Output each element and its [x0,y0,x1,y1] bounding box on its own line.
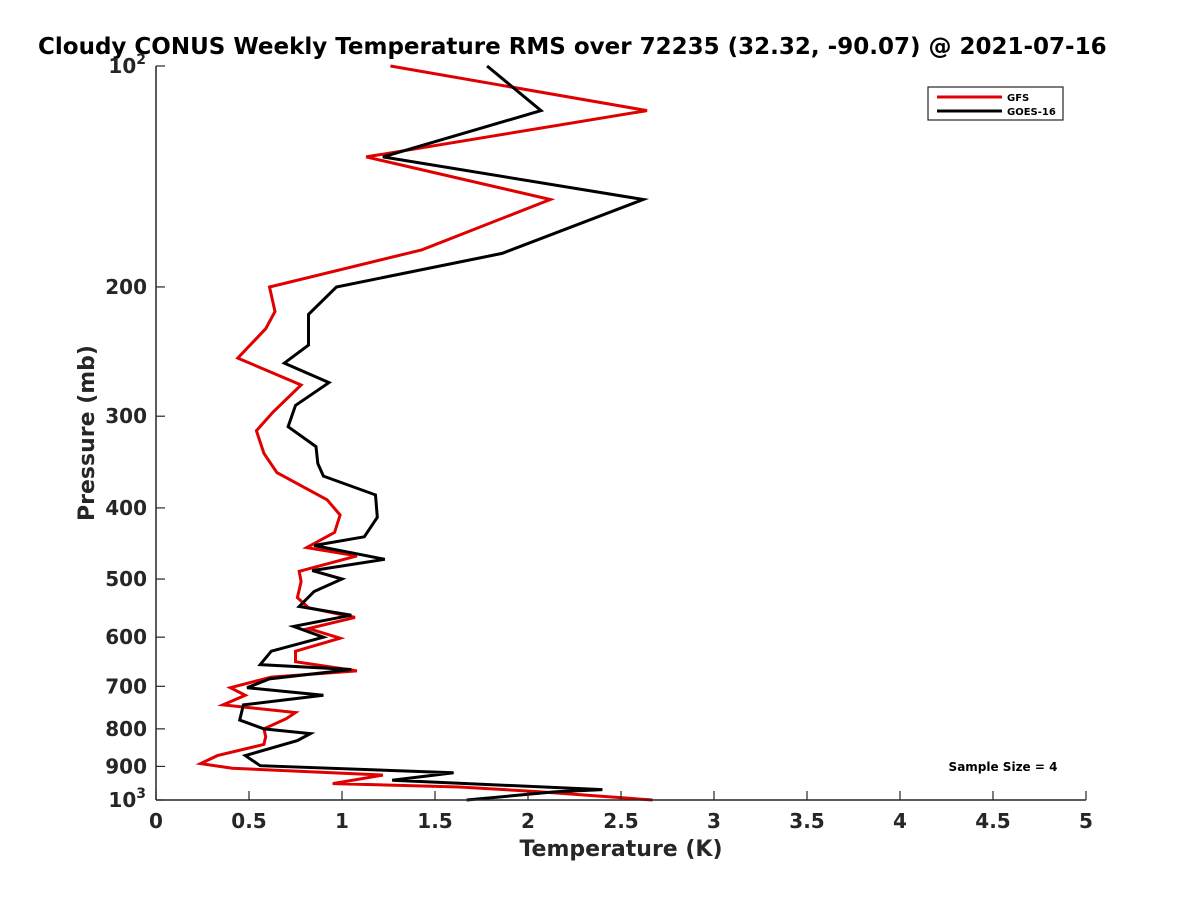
legend-label: GOES-16 [1007,107,1056,118]
y-tick-label: 700 [105,674,147,698]
chart-title: Cloudy CONUS Weekly Temperature RMS over… [38,34,1107,60]
x-tick-label: 5 [1079,809,1093,833]
y-tick-label-power: 102 [108,52,146,78]
x-tick-label: 1 [335,809,349,833]
y-tick-label: 900 [105,754,147,778]
series-layer [195,64,653,802]
x-tick-label: 4 [893,809,907,833]
x-tick-label: 3.5 [789,809,824,833]
y-tick-label: 400 [105,496,147,520]
y-tick-label: 600 [105,625,147,649]
x-tick-label: 0.5 [231,809,266,833]
y-tick-label: 500 [105,567,147,591]
series-line-goes-16 [237,64,650,802]
y-tick-label: 200 [105,275,147,299]
y-tick-label-power: 103 [108,786,146,812]
x-tick-label: 2.5 [603,809,638,833]
x-tick-label: 4.5 [975,809,1010,833]
y-tick-base: 10 [108,788,136,812]
sample-size-annotation: Sample Size = 4 [949,760,1058,774]
plot-area: 0 0.5 1 1.5 2 2.5 3 3.5 4 4.5 5 102200300400500600… [105,52,1093,833]
legend: GFS GOES-16 [927,86,1064,121]
x-axis-ticks: 0 0.5 1 1.5 2 2.5 3 3.5 4 4.5 5 [149,791,1093,833]
y-tick-exponent: 2 [136,52,146,68]
y-tick-exponent: 3 [136,786,146,802]
x-tick-label: 3 [707,809,721,833]
legend-entries: GFS GOES-16 [937,93,1056,118]
y-tick-label: 300 [105,404,147,428]
y-axis-title: Pressure (mb) [75,345,100,521]
x-tick-label: 1.5 [417,809,452,833]
y-tick-label: 800 [105,717,147,741]
x-tick-label: 0 [149,809,163,833]
x-tick-label: 2 [521,809,535,833]
x-axis-title: Temperature (K) [519,837,722,862]
y-tick-base: 10 [108,54,136,78]
legend-label: GFS [1007,93,1029,104]
legend-box [927,86,1064,121]
